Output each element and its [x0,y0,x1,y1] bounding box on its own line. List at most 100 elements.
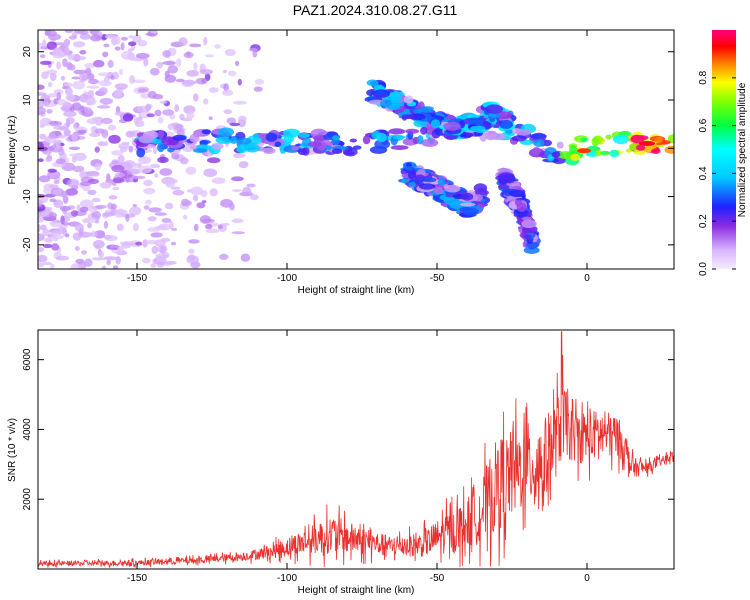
spectrogram-noise-blob [158,223,171,231]
spectrogram-ridge-blob [630,134,645,144]
spectrogram-noise-blob [195,77,208,85]
spectrogram-noise-blob [94,230,106,239]
spectrogram-noise-blob [229,122,241,127]
y-tick-label: 2000 [22,488,33,511]
spectrogram-ridge-blob [262,147,276,155]
spectrogram-noise-blob [39,117,52,127]
spectrogram-noise-blob [178,37,188,46]
spectrogram-noise-blob [231,218,244,223]
spectrogram-noise-blob [238,161,249,169]
spectrogram-noise-blob [208,116,213,120]
spectrogram-ridge-blob [380,99,392,108]
spectrogram-ridge-blob [635,144,646,151]
spectrogram-noise-blob [63,129,71,137]
spectrogram-noise-blob [106,259,111,266]
spectrogram-noise-blob [114,36,121,45]
spectrogram-ridge-blob [605,134,612,140]
spectrogram-noise-blob [115,255,121,265]
spectrogram-noise-blob [156,61,164,69]
spectrogram-noise-blob [114,46,121,51]
spectrogram-noise-blob [188,239,200,244]
spectrogram-noise-blob [65,117,75,125]
spectrogram-noise-blob [42,261,52,266]
spectrogram-noise-blob [53,89,64,95]
spectrogram-noise-blob [93,59,105,68]
spectrogram-ridge-blob [551,151,561,158]
spectrogram-ridge-blob [420,106,434,111]
spectrogram-noise-blob [74,223,85,232]
spectrogram-noise-blob [101,265,107,269]
spectrogram-noise-blob [162,109,175,116]
spectrogram-noise-blob [60,75,66,81]
spectrogram-noise-blob [78,73,87,83]
spectrogram-noise-blob [135,241,143,246]
spectrogram-noise-blob [104,235,118,242]
x-tick-label: -100 [277,273,297,284]
spectrogram-ridge-blob [405,128,420,134]
spectrogram-noise-blob [235,60,240,66]
spectrogram-noise-blob [43,136,50,143]
spectrogram-noise-blob [57,99,67,106]
spectrogram-noise-blob [38,146,48,152]
spectrogram-noise-blob [205,228,220,234]
spectrogram-noise-blob [200,190,208,197]
spectrogram-noise-blob [91,197,101,203]
spectrogram-ridge-blob [230,136,238,144]
spectrogram-ridge-blob [157,129,165,139]
spectrogram-noise-blob [114,111,125,116]
spectrogram-noise-blob [176,58,182,67]
spectrogram-noise-blob [186,51,191,57]
spectrogram-noise-blob [162,61,176,65]
y-tick-label: 6000 [22,348,33,371]
spectrogram-noise-blob [162,50,171,58]
spectrogram-noise-blob [150,232,163,238]
spectrogram-ridge-blob [532,147,541,155]
spectrogram-noise-blob [203,98,209,105]
spectrogram-noise-blob [57,134,67,139]
spectrogram-ridge-blob [420,126,428,135]
spectrogram-ridge-blob [307,141,322,148]
spectrogram-ridge-blob [430,119,441,129]
spectrogram-noise-blob [188,248,195,254]
spectrogram-noise-blob [193,223,199,232]
spectrogram-noise-blob [131,175,146,180]
spectrogram-ridge-blob [654,136,664,143]
spectrogram-noise-blob [170,241,177,246]
spectrogram-noise-blob [91,116,104,121]
spectrogram-ridge-blob [489,117,496,123]
spectrogram-ridge-blob [373,84,384,90]
spectrogram-noise-blob [73,41,86,48]
spectrogram-noise-blob [42,243,53,249]
spectrogram-ridge-blob [161,136,176,146]
spectrogram-noise-blob [180,198,190,207]
spectrogram-noise-blob [205,223,213,230]
spectrogram-noise-blob [253,86,263,92]
colorbar-tick-label: 0.2 [698,214,709,228]
spectrogram-noise-blob [38,175,51,183]
spectrogram-noise-blob [85,98,97,106]
spectrogram-ridge-blob [498,172,515,181]
spectrogram-noise-blob [38,99,44,109]
spectrogram-noise-blob [95,204,107,209]
spectrogram-ridge-blob [407,171,417,180]
spectrogram-noise-blob [88,78,99,85]
spectrogram-noise-blob [186,111,195,119]
spectrogram-noise-blob [113,211,126,218]
colorbar-tick-label: 0.0 [698,262,709,276]
spectrogram-noise-blob [249,194,259,201]
spectrogram-ridge-blob [405,162,412,168]
spectrogram-ridge-blob [542,139,552,147]
spectrogram-noise-blob [122,113,134,122]
spectrogram-ridge-blob [529,133,547,139]
spectrogram-noise-blob [40,224,47,231]
snr-frame [37,329,675,570]
spectrogram-noise-blob [196,202,206,209]
spectrogram-noise-blob [133,117,139,124]
spectrogram-noise-blob [148,207,162,213]
spectrogram-ridge-blob [515,129,531,136]
spectrogram-ridge-blob [499,119,513,129]
spectrogram-noise-blob [68,153,83,157]
spectrogram-noise-blob [114,172,126,178]
spectrogram-noise-blob [71,133,79,142]
spectrogram-noise-blob [121,242,132,249]
